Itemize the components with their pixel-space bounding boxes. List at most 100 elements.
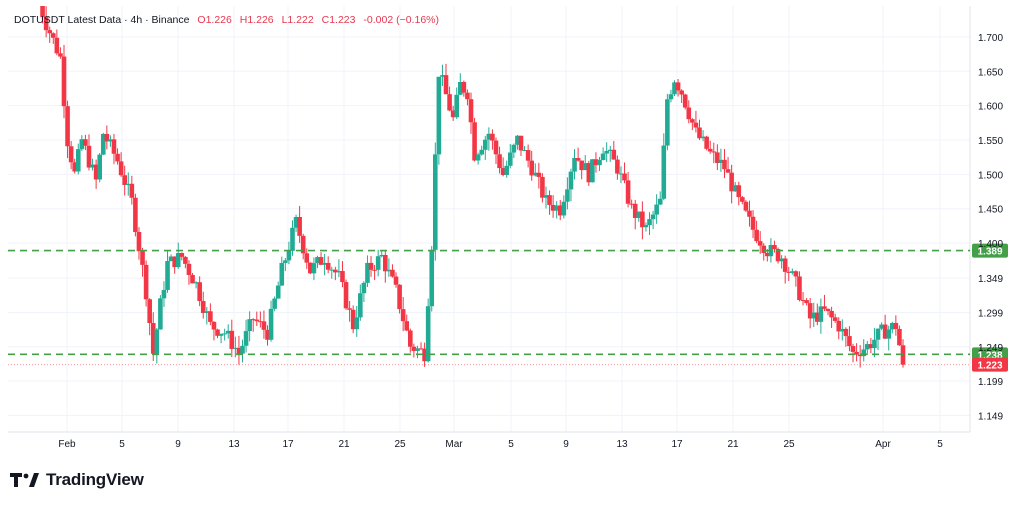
candle-body [265, 329, 270, 340]
candle-body [640, 211, 645, 228]
candle-body [383, 254, 388, 272]
candle-body [529, 160, 534, 176]
candle-body [193, 282, 199, 284]
candle-body [611, 149, 617, 160]
candle-body [358, 293, 363, 318]
candle-body [422, 348, 427, 362]
change-value: -0.002 (−0.16%) [363, 14, 439, 26]
candle-body [90, 164, 95, 168]
candle-body [654, 204, 659, 215]
candle-body [233, 347, 238, 349]
candle-body [436, 76, 442, 155]
candle-body [547, 195, 552, 205]
candle-body [83, 139, 88, 146]
candle-body [668, 94, 674, 100]
candle-body [204, 311, 210, 313]
candle-body [782, 258, 788, 272]
candle-body [797, 276, 802, 300]
candle-body [743, 201, 749, 211]
candle-body [832, 317, 838, 321]
candle-body [215, 329, 220, 336]
candle-body [40, 2, 45, 18]
candle-body [372, 269, 377, 271]
candle-body [729, 172, 734, 192]
x-tick-label: 13 [228, 439, 240, 450]
candle-body [775, 249, 781, 262]
candle-body [133, 197, 138, 233]
candle-body [261, 321, 267, 330]
candle-body [736, 185, 742, 198]
candle-body [568, 171, 574, 190]
candle-body [443, 75, 449, 95]
candle-body [511, 144, 517, 153]
y-tick-label: 1.149 [978, 412, 1003, 423]
candle-body [829, 310, 834, 318]
candle-body [236, 347, 242, 354]
candle-body [136, 232, 142, 252]
candle-body [275, 285, 281, 299]
candle-body [308, 262, 313, 274]
open-label: O [197, 14, 206, 26]
candle-body [475, 154, 481, 161]
candle-body [454, 94, 460, 118]
candle-body [254, 319, 260, 322]
level-price-label: 1.238 [977, 350, 1002, 361]
candle-body [875, 328, 881, 340]
candle-body [93, 164, 99, 180]
candle-body [886, 329, 892, 339]
candle-body [836, 320, 842, 332]
tradingview-branding[interactable]: TradingView [10, 470, 144, 490]
candle-body [861, 349, 867, 357]
candle-body [672, 82, 677, 95]
candle-body [472, 122, 477, 161]
candle-body [572, 158, 577, 172]
candle-body [175, 253, 181, 268]
candle-body [58, 53, 63, 57]
candle-body [847, 336, 852, 347]
candle-body [286, 250, 292, 261]
candle-body [750, 216, 756, 230]
candle-body [400, 309, 406, 322]
candle-body [675, 82, 681, 91]
candle-body [575, 158, 581, 161]
x-tick-label: 21 [338, 439, 350, 450]
candle-body [450, 110, 456, 118]
high-label: H [239, 14, 248, 26]
chart-area[interactable]: 1.389 1.238 1.223 1.700 1.650 1.600 1.550 1.500… [8, 0, 1018, 456]
candle-body [632, 203, 638, 218]
y-tick-label: 1.299 [978, 308, 1003, 319]
candle-body [208, 311, 213, 322]
x-axis: Feb 5 9 13 17 21 25 Mar 5 9 13 17 21 25 Apr 5 [58, 439, 943, 450]
candle-body [804, 300, 809, 304]
candle-body [243, 331, 249, 346]
candle-body [222, 333, 227, 335]
symbol-label: DOTUSDT Latest Data · 4h · Binance [14, 14, 190, 26]
candle-body [322, 262, 327, 265]
candlestick-chart[interactable]: 1.3891.2381.2231.7001.6501.6001.5501.500… [8, 0, 1018, 456]
candle-body [297, 216, 302, 236]
candle-body [725, 169, 731, 173]
candle-body [375, 256, 381, 270]
candle-body [825, 308, 831, 311]
x-tick-label: 5 [508, 439, 514, 450]
candle-body [108, 139, 113, 142]
candle-body [447, 94, 452, 111]
y-tick-label: 1.400 [978, 239, 1003, 250]
candle-body [665, 99, 670, 146]
candle-body [700, 136, 706, 139]
candle-body [625, 180, 631, 204]
candle-body [536, 172, 542, 177]
candle-body [790, 271, 795, 273]
candle-body [354, 317, 360, 330]
candle-body [868, 344, 874, 349]
candle-body [772, 245, 777, 250]
candle-body [386, 269, 392, 272]
close-label: C [321, 14, 330, 26]
candle-body [75, 149, 81, 172]
candle-body [268, 308, 274, 340]
close-value: 1.223 [329, 14, 356, 26]
candle-body [629, 203, 634, 205]
candle-body [365, 262, 370, 283]
candle-body [197, 282, 202, 302]
